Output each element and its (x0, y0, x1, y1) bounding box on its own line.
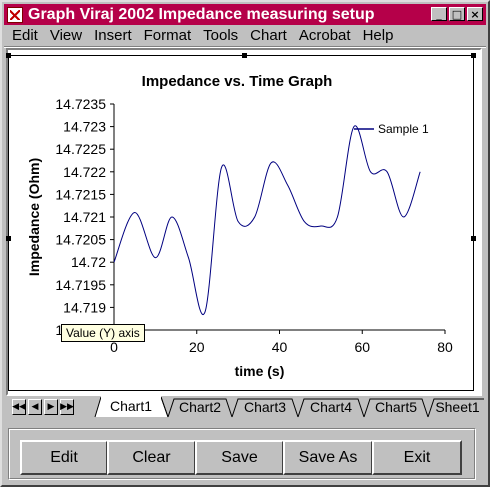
y-tick-label: 14.721 (63, 209, 106, 225)
clear-button[interactable]: Clear (107, 440, 196, 475)
y-tick-label: 14.7235 (55, 96, 106, 112)
app-graph-icon[interactable] (7, 6, 23, 23)
tab-chart3[interactable]: Chart3 (243, 399, 287, 415)
series-line-sample-1 (113, 125, 421, 315)
x-axis-label: time (s) (235, 363, 285, 379)
y-tick-label: 14.7215 (55, 186, 106, 202)
menu-view[interactable]: View (49, 27, 83, 44)
edit-button[interactable]: Edit (20, 440, 108, 475)
y-tick-label: 14.723 (63, 119, 106, 135)
menu-insert[interactable]: Insert (94, 27, 132, 44)
y-tick-label: 14.719 (63, 299, 106, 315)
chart-title: Impedance vs. Time Graph (142, 73, 333, 90)
last-sheet-icon[interactable]: ▶▶ (60, 399, 74, 415)
exit-button[interactable]: Exit (372, 440, 462, 475)
y-tick-label: 14.7225 (55, 141, 106, 157)
menu-acrobat[interactable]: Acrobat (298, 27, 351, 44)
tab-chart4[interactable]: Chart4 (309, 399, 353, 415)
y-axis-label: Impedance (Ohm) (26, 158, 42, 276)
selection-handle[interactable] (242, 53, 247, 58)
x-tick-label: 20 (189, 339, 205, 355)
menu-edit[interactable]: Edit (12, 27, 38, 44)
selection-handle[interactable] (471, 53, 476, 58)
title-bar[interactable]: Graph Viraj 2002 Impedance measuring set… (4, 4, 486, 25)
x-tick-label: 80 (437, 339, 453, 355)
legend-label: Sample 1 (378, 122, 429, 136)
prev-sheet-icon[interactable]: ◀ (28, 399, 42, 415)
x-tick-label: 40 (272, 339, 288, 355)
selection-handle[interactable] (6, 53, 11, 58)
menu-tools[interactable]: Tools (203, 27, 239, 44)
x-tick-label: 0 (110, 339, 118, 355)
window-title: Graph Viraj 2002 Impedance measuring set… (28, 5, 375, 23)
axis-tooltip: Value (Y) axis (61, 324, 145, 342)
impedance-chart[interactable]: Impedance vs. Time Graph14.718514.71914.… (9, 56, 473, 390)
button-panel-inner (9, 429, 475, 479)
selection-handle[interactable] (6, 236, 11, 241)
sheet-tab-bar: ◀◀ ◀ ▶ ▶▶ Chart1 Chart2 Chart3 Chart4 Ch… (8, 395, 484, 418)
minimize-icon[interactable]: _ (431, 7, 447, 21)
menu-chart[interactable]: Chart (250, 27, 287, 44)
window-controls: _ □ × (431, 7, 483, 21)
save-as-button[interactable]: Save As (283, 440, 373, 475)
selection-handle[interactable] (471, 236, 476, 241)
menu-bar: Edit View Insert Format Tools Chart Acro… (4, 25, 486, 46)
y-tick-label: 14.72 (71, 254, 106, 270)
first-sheet-icon[interactable]: ◀◀ (12, 399, 26, 415)
tab-chart1[interactable]: Chart1 (101, 395, 161, 417)
menu-format[interactable]: Format (143, 27, 192, 44)
maximize-icon[interactable]: □ (449, 7, 465, 21)
menu-help[interactable]: Help (362, 27, 394, 44)
y-tick-label: 14.722 (63, 164, 106, 180)
close-icon[interactable]: × (467, 7, 483, 21)
x-tick-label: 60 (354, 339, 370, 355)
menu-divider (4, 46, 486, 48)
tab-sheet1[interactable]: Sheet1 (435, 399, 480, 415)
y-tick-label: 14.7195 (55, 277, 106, 293)
next-sheet-icon[interactable]: ▶ (44, 399, 58, 415)
y-tick-label: 14.7205 (55, 232, 106, 248)
tab-chart2[interactable]: Chart2 (178, 399, 222, 415)
tab-chart5[interactable]: Chart5 (374, 399, 418, 415)
save-button[interactable]: Save (195, 440, 284, 475)
button-panel (8, 428, 476, 480)
